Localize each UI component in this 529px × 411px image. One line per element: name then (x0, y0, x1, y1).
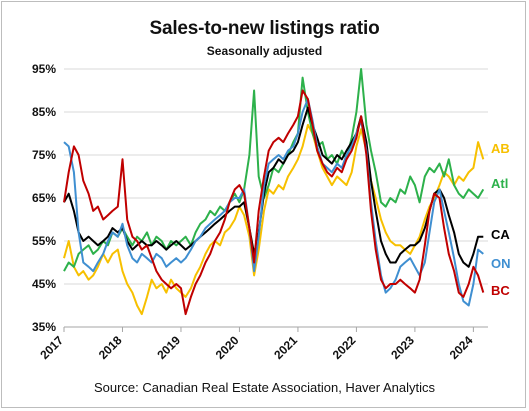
series-label-atl: Atl (491, 176, 508, 191)
series-line-ab (63, 123, 485, 316)
x-tick-label: 2020 (213, 333, 242, 362)
chart-title: Sales-to-new listings ratio (149, 18, 380, 39)
y-tick-label: 35% (32, 320, 56, 334)
series-label-ca: CA (491, 227, 510, 242)
x-tick-label: 2017 (37, 333, 66, 362)
x-tick-label: 2023 (388, 333, 417, 362)
series-line-bc (63, 89, 485, 316)
x-tick-label: 2019 (154, 333, 183, 362)
y-tick-label: 45% (32, 277, 56, 291)
x-tick-label: 2018 (96, 333, 125, 362)
series-label-on: ON (491, 256, 511, 271)
series-lines (63, 68, 485, 316)
x-tick-label: 2022 (330, 333, 359, 362)
series-labels: AB Atl CA ON BC (491, 141, 511, 298)
series-label-ab: AB (491, 141, 510, 156)
x-tick-label: 2021 (271, 333, 300, 362)
y-tick-label: 55% (32, 234, 56, 248)
y-tick-label: 85% (32, 105, 56, 119)
series-label-bc: BC (491, 283, 510, 298)
chart-subtitle: Seasonally adjusted (206, 44, 323, 58)
y-tick-label: 75% (32, 148, 56, 162)
source-note: Source: Canadian Real Estate Association… (93, 380, 436, 395)
y-tick-label: 95% (32, 62, 56, 76)
y-tick-label: 65% (32, 191, 56, 205)
gridlines (63, 68, 488, 332)
series-line-ca (63, 106, 484, 268)
x-axis-ticks: 2017 2018 2019 2020 2021 2022 2023 2024 (37, 333, 475, 362)
x-tick-label: 2024 (447, 333, 476, 362)
series-line-on (63, 98, 484, 307)
y-axis-ticks: 35% 45% 55% 65% 75% 85% 95% (32, 62, 56, 334)
